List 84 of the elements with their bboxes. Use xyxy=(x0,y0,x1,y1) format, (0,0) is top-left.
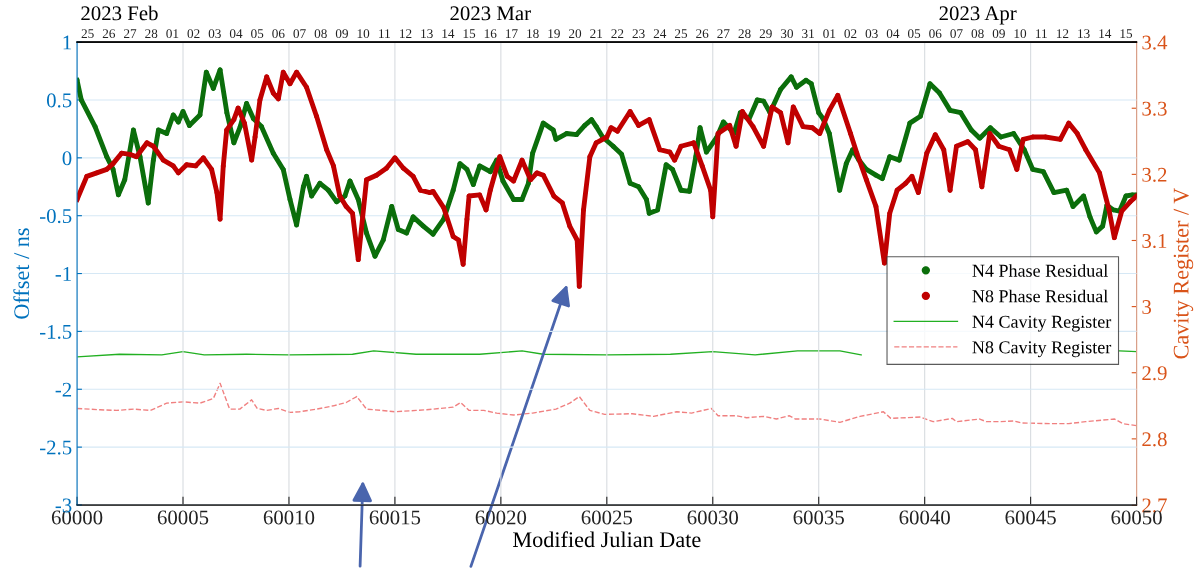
y2-tick-label: 2.8 xyxy=(1142,432,1167,447)
x2-tick-label: 15 xyxy=(463,29,476,39)
x2-tick-label: 30 xyxy=(780,29,794,39)
x2-tick-label: 21 xyxy=(590,29,603,38)
x2-tick-label: 31 xyxy=(802,29,814,39)
x2-tick-label: 07 xyxy=(293,29,306,39)
x2-tick-label: 06 xyxy=(929,29,942,39)
y2-axis-title: Cavity Register / V xyxy=(1173,187,1194,359)
x2-tick-label: 10 xyxy=(1014,29,1027,39)
x2-tick-label: 29 xyxy=(759,29,772,39)
x2-tick-label: 11 xyxy=(379,29,390,38)
x2-tick-label: 01 xyxy=(166,29,179,39)
x2-tick-label: 12 xyxy=(400,29,412,38)
x2-tick-label: 13 xyxy=(421,29,433,39)
y-axis-title: Offset / ns xyxy=(13,228,30,319)
legend-label: N4 Cavity Register xyxy=(972,315,1112,332)
x2-tick-label: 05 xyxy=(907,29,921,39)
x2-tick-label: 02 xyxy=(187,29,200,39)
x2-tick-label: 15 xyxy=(1120,29,1133,39)
x2-tick-label: 10 xyxy=(357,29,370,39)
y-tick-label: -2 xyxy=(55,382,72,397)
line-series xyxy=(77,382,1137,427)
x2-tick-label: 02 xyxy=(844,29,857,39)
x2-tick-label: 03 xyxy=(208,29,221,39)
x2-tick-label: 04 xyxy=(886,29,900,39)
x-tick-label: 60040 xyxy=(899,510,950,525)
x2-tick-label: 07 xyxy=(950,29,963,39)
x2-tick-label: 14 xyxy=(1099,29,1112,38)
x2-tick-label: 09 xyxy=(335,29,348,39)
x2-tick-label: 27 xyxy=(717,29,730,38)
x2-tick-label: 26 xyxy=(102,29,116,39)
x2-tick-label: 25 xyxy=(81,29,94,39)
x2-tick-label: 12 xyxy=(1056,29,1069,38)
x2-tick-label: 25 xyxy=(674,29,688,39)
x2-tick-label: 11 xyxy=(1036,29,1047,38)
x2-tick-label: 16 xyxy=(484,29,497,39)
x-tick-label: 60005 xyxy=(157,510,209,525)
x2-tick-label: 18 xyxy=(527,29,539,39)
x2-tick-label: 27 xyxy=(124,29,137,38)
y2-tick-label: 3.2 xyxy=(1142,167,1167,182)
x-axis-title: Modified Julian Date xyxy=(513,531,701,548)
y-tick-label: 1 xyxy=(63,35,71,50)
x2-tick-label: 06 xyxy=(272,29,285,39)
x2-tick-label: 28 xyxy=(145,29,158,39)
y-tick-label: -1.5 xyxy=(39,324,72,339)
x-tick-label: 60010 xyxy=(263,510,315,525)
x-tick-label: 60015 xyxy=(369,510,421,525)
x2-tick-label: 03 xyxy=(865,29,878,39)
x-tick-label: 60030 xyxy=(687,510,739,525)
y-tick-label: 0.5 xyxy=(46,93,72,108)
y2-tick-label: 3.1 xyxy=(1142,233,1167,249)
text: 2023 Feb xyxy=(81,5,158,21)
y-tick-label: 0 xyxy=(62,151,72,166)
x-tick-label: 60035 xyxy=(793,510,844,525)
x2-tick-label: 19 xyxy=(548,29,560,39)
x2-tick-label: 09 xyxy=(992,29,1005,39)
y2-tick-label: 3.4 xyxy=(1142,35,1168,50)
text: 2023 Mar xyxy=(450,6,531,21)
legend-label: N8 Phase Residual xyxy=(972,289,1108,303)
y-tick-label: -0.5 xyxy=(39,209,72,224)
x2-tick-label: 08 xyxy=(971,29,984,39)
x-tick-label: 60045 xyxy=(1005,510,1056,525)
x2-tick-label: 08 xyxy=(314,29,327,39)
y2-tick-label: 3.3 xyxy=(1142,101,1167,116)
y-tick-label: -1 xyxy=(55,267,71,281)
x2-tick-label: 01 xyxy=(823,29,836,39)
x2-tick-label: 04 xyxy=(229,29,243,39)
y2-tick-label: 2.9 xyxy=(1142,366,1167,381)
x2-tick-label: 24 xyxy=(653,29,667,38)
x2-tick-label: 26 xyxy=(696,29,709,39)
x-tick-label: 60025 xyxy=(581,510,633,525)
x2-tick-label: 23 xyxy=(632,29,645,39)
x2-tick-label: 28 xyxy=(738,29,751,39)
x2-tick-label: 13 xyxy=(1078,29,1090,39)
legend-label: N4 Phase Residual xyxy=(972,264,1108,277)
x2-tick-label: 20 xyxy=(569,29,582,39)
legend-label: N8 Cavity Register xyxy=(972,341,1112,358)
y2-tick-label: 3 xyxy=(1142,300,1152,315)
x2-tick-label: 14 xyxy=(442,29,455,38)
x2-tick-label: 17 xyxy=(506,29,518,38)
y-tick-label: -2.5 xyxy=(39,440,72,455)
text: 2023 Apr xyxy=(939,6,1017,25)
x2-tick-label: 22 xyxy=(611,29,624,38)
x2-tick-label: 05 xyxy=(251,29,264,39)
